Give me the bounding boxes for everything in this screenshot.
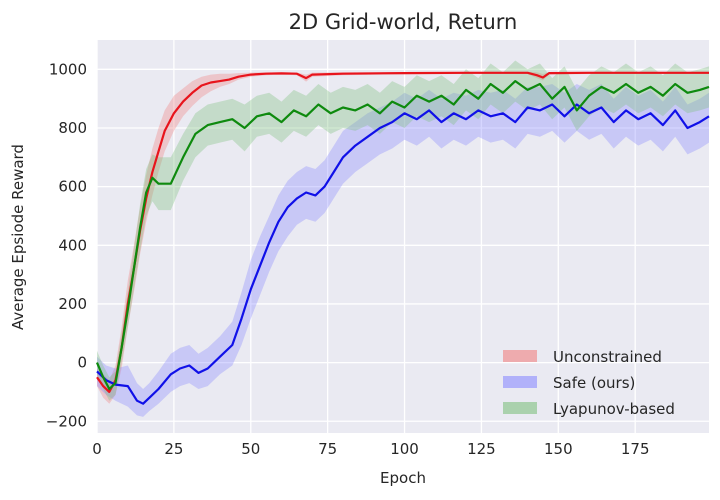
x-tick-label: 100 [390, 440, 419, 458]
y-axis-label: Average Epsiode Reward [9, 144, 27, 330]
plot-background [97, 40, 709, 433]
band-lyapunov-based [97, 60, 709, 401]
x-tick-label: 25 [164, 440, 183, 458]
series-lines [95, 71, 710, 405]
chart-title: 2D Grid-world, Return [289, 10, 518, 34]
y-tick-label: 1000 [49, 60, 87, 78]
legend-label-lyapunov-based: Lyapunov-based [553, 400, 675, 418]
legend-label-safe-ours: Safe (ours) [553, 374, 635, 392]
legend-swatch-unconstrained [503, 350, 537, 362]
x-tick-label: 125 [467, 440, 496, 458]
legend-label-unconstrained: Unconstrained [553, 348, 662, 366]
legend: Unconstrained Safe (ours) Lyapunov-based [503, 348, 675, 418]
x-tick-label: 150 [544, 440, 573, 458]
confidence-bands [97, 60, 709, 417]
y-tick-label: 0 [77, 354, 87, 372]
x-tick-label: 75 [318, 440, 337, 458]
y-tick-label: 800 [58, 119, 87, 137]
legend-swatch-lyapunov-based [503, 402, 537, 414]
x-tick-label: 50 [241, 440, 260, 458]
series-line-lyapunov-based [95, 79, 710, 391]
y-tick-label: −200 [46, 412, 87, 430]
band-safe-ours [97, 84, 709, 417]
x-tick-label: 175 [621, 440, 650, 458]
series-line-safe-ours [96, 103, 710, 405]
y-tick-labels: −200 0 200 400 600 800 1000 [46, 60, 87, 430]
x-axis-label: Epoch [380, 469, 426, 487]
x-tick-labels: 0 25 50 75 100 125 150 175 [92, 440, 649, 458]
gridlines [96, 40, 709, 433]
x-tick-label: 0 [92, 440, 102, 458]
y-tick-label: 600 [58, 178, 87, 196]
y-tick-label: 200 [58, 295, 87, 313]
legend-swatch-safe-ours [503, 376, 537, 388]
y-tick-label: 400 [58, 236, 87, 254]
